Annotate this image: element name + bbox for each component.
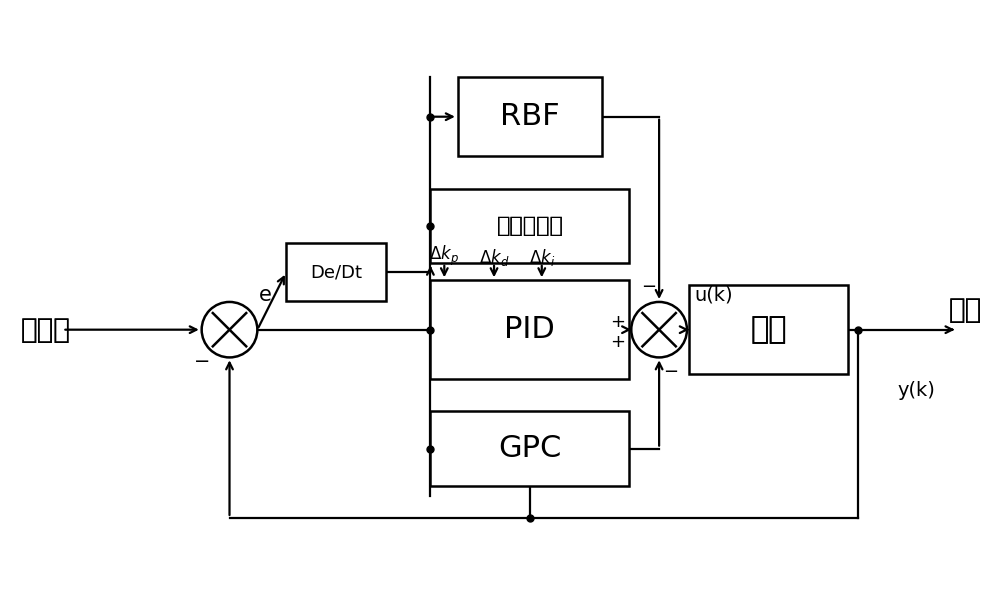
Text: +: +	[610, 313, 625, 331]
Text: PID: PID	[504, 315, 555, 344]
Text: 模糊自适应: 模糊自适应	[496, 215, 563, 236]
Text: 系统: 系统	[750, 315, 787, 344]
Text: e: e	[259, 285, 272, 305]
Bar	[286, 243, 386, 301]
Text: 输出: 输出	[949, 296, 982, 324]
Text: u(k): u(k)	[694, 286, 733, 305]
Text: De/Dt: De/Dt	[310, 263, 362, 281]
Text: $\Delta k_p$: $\Delta k_p$	[429, 244, 459, 268]
Text: GPC: GPC	[498, 434, 562, 463]
Text: RBF: RBF	[500, 102, 560, 131]
Text: 模糊自适应: 模糊自适应	[496, 215, 563, 236]
Text: $\Delta k_d$: $\Delta k_d$	[479, 247, 509, 268]
Bar	[430, 411, 629, 485]
Text: +: +	[610, 333, 625, 350]
Circle shape	[202, 302, 257, 358]
Text: 设定值: 设定值	[21, 316, 71, 344]
Text: −: −	[193, 352, 210, 371]
Bar	[458, 77, 602, 156]
Text: 系统: 系统	[750, 315, 787, 344]
Text: y(k): y(k)	[898, 381, 936, 400]
Circle shape	[631, 302, 687, 358]
Text: 设定値: 设定値	[21, 316, 71, 344]
Bar	[430, 188, 629, 263]
Text: $\Delta k_i$: $\Delta k_i$	[529, 247, 555, 268]
Text: 输出: 输出	[949, 296, 982, 324]
Text: −: −	[663, 363, 679, 381]
Bar	[689, 285, 848, 374]
Bar	[430, 280, 629, 379]
Text: −: −	[642, 278, 657, 296]
